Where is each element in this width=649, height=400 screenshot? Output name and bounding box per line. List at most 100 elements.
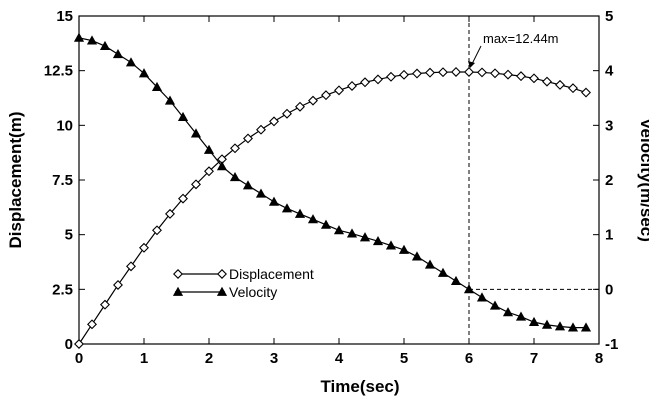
series-line xyxy=(78,37,586,329)
legend-marker xyxy=(172,286,184,296)
data-point xyxy=(87,319,97,330)
data-point xyxy=(151,81,163,91)
data-point xyxy=(438,67,448,78)
data-point xyxy=(412,68,422,79)
x-tick-label: 5 xyxy=(400,350,408,367)
data-point xyxy=(126,261,136,272)
data-point xyxy=(399,69,409,80)
data-point xyxy=(86,35,98,45)
data-point xyxy=(424,259,436,269)
data-point xyxy=(112,49,124,59)
data-point xyxy=(398,244,410,254)
data-point xyxy=(282,108,292,119)
data-point xyxy=(386,71,396,82)
data-point xyxy=(295,101,305,112)
data-point xyxy=(359,232,371,242)
y-tick-label: 7.5 xyxy=(52,172,73,189)
data-point xyxy=(372,236,384,246)
data-point xyxy=(242,180,254,190)
data-point xyxy=(243,133,253,144)
data-point xyxy=(463,284,475,294)
data-point xyxy=(165,208,175,219)
legend-item-velocity: Velocity xyxy=(172,284,277,300)
data-point xyxy=(99,40,111,50)
y2-tick-label: 3 xyxy=(605,117,613,134)
data-point xyxy=(139,242,149,253)
data-point xyxy=(346,228,358,238)
x-tick-label: 8 xyxy=(595,350,603,367)
plot-frame xyxy=(78,15,600,345)
data-point xyxy=(74,339,84,349)
data-point xyxy=(580,322,592,332)
data-point xyxy=(347,80,357,91)
data-point xyxy=(516,71,526,82)
data-point xyxy=(528,316,540,327)
y-tick-label: 2.5 xyxy=(52,281,73,298)
y2-tick-label: -1 xyxy=(605,336,618,353)
reference-lines xyxy=(468,16,599,344)
legend-item-displacement: Displacement xyxy=(173,266,314,282)
data-point xyxy=(373,74,383,85)
y2-axis-title: Velocity(m/sec) xyxy=(637,118,649,242)
data-point xyxy=(515,311,527,321)
data-point xyxy=(164,95,176,105)
y-tick-label: 5 xyxy=(65,227,73,244)
data-point xyxy=(203,144,215,154)
data-point xyxy=(294,208,306,218)
data-point xyxy=(255,188,267,198)
x-tick-label: 2 xyxy=(205,350,213,367)
data-point xyxy=(190,128,202,138)
series-velocity xyxy=(73,32,592,332)
x-tick-label: 7 xyxy=(530,350,538,367)
series xyxy=(73,32,592,349)
data-point xyxy=(490,68,500,79)
y-tick-label: 10 xyxy=(56,117,73,134)
data-point xyxy=(321,90,331,101)
legend-label: Velocity xyxy=(229,284,277,300)
data-point xyxy=(385,240,397,250)
y-tick-label: 0 xyxy=(65,336,73,353)
data-point xyxy=(177,111,189,122)
data-point xyxy=(216,161,228,171)
data-point xyxy=(138,68,150,78)
legend: Displacement Velocity xyxy=(172,266,314,300)
data-point xyxy=(489,300,501,310)
legend-marker xyxy=(173,269,183,279)
data-point xyxy=(542,76,552,87)
data-point xyxy=(333,225,345,235)
data-point xyxy=(360,77,370,88)
y-tick-label: 12.5 xyxy=(44,63,73,80)
y2-tick-label: 0 xyxy=(605,281,613,298)
data-point xyxy=(256,124,266,135)
data-point xyxy=(464,67,474,77)
data-point xyxy=(541,319,553,329)
data-point xyxy=(437,267,449,277)
x-tick-label: 6 xyxy=(465,350,473,367)
data-point xyxy=(568,83,578,94)
data-point xyxy=(555,79,565,90)
y2-tick-label: 5 xyxy=(605,8,613,25)
data-point xyxy=(100,299,110,310)
x-tick-label: 1 xyxy=(140,350,148,367)
x-axis-title: Time(sec) xyxy=(320,377,399,396)
y-axis-title: Displacement(m) xyxy=(6,112,25,249)
data-point xyxy=(476,292,488,302)
data-point xyxy=(113,279,123,290)
data-point xyxy=(178,193,188,204)
data-point xyxy=(73,32,85,42)
data-point xyxy=(502,307,514,317)
data-point xyxy=(308,95,318,106)
data-point xyxy=(581,87,591,98)
y2-tick-label: 2 xyxy=(605,172,613,189)
data-point xyxy=(450,275,462,286)
data-point xyxy=(554,321,566,331)
data-point xyxy=(567,322,579,332)
data-point xyxy=(125,57,137,67)
data-point xyxy=(204,166,214,177)
data-point xyxy=(307,214,319,224)
y2-tick-label: 4 xyxy=(605,63,614,80)
data-point xyxy=(191,179,201,190)
legend-label: Displacement xyxy=(229,266,314,282)
annotations: max=12.44m xyxy=(468,31,559,68)
